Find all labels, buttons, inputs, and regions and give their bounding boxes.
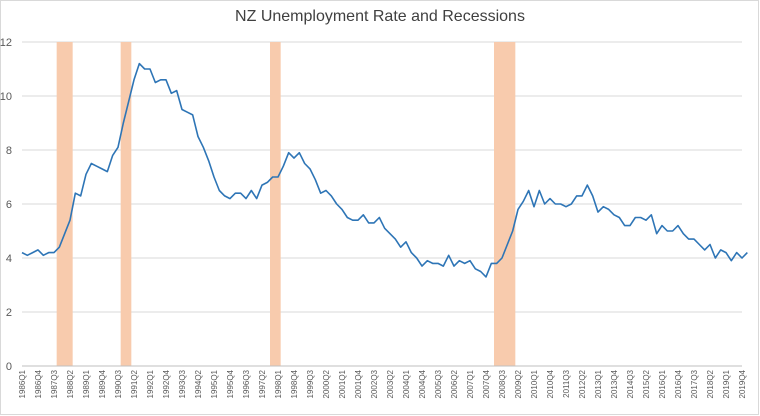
x-tick-label: 2016Q4	[674, 369, 683, 398]
x-tick-label: 2007Q4	[482, 369, 491, 398]
y-tick-label: 0	[6, 361, 12, 373]
x-tick-label: 1994Q2	[194, 369, 203, 398]
unemployment-series-line	[21, 62, 748, 278]
x-tick-label: 2011Q3	[562, 369, 571, 397]
x-tick-label: 1989Q4	[98, 369, 107, 398]
x-tick-label: 2001Q1	[338, 369, 347, 398]
x-tick-label: 2009Q2	[514, 369, 523, 398]
recession-band	[494, 42, 516, 366]
chart-title: NZ Unemployment Rate and Recessions	[235, 8, 525, 25]
x-tick-label: 2000Q2	[322, 369, 331, 398]
x-tick-label: 2003Q2	[386, 369, 395, 398]
y-tick-label: 6	[6, 199, 12, 211]
x-tick-label: 2010Q4	[546, 369, 555, 398]
x-tick-label: 2013Q4	[610, 369, 619, 398]
x-tick-label: 1988Q2	[66, 369, 75, 398]
y-tick-label: 8	[6, 145, 12, 157]
x-tick-label: 1986Q4	[34, 369, 43, 398]
x-tick-label: 2013Q1	[594, 369, 603, 398]
x-tick-label: 1987Q3	[50, 369, 59, 398]
x-tick-label: 2019Q1	[722, 369, 731, 398]
x-tick-label: 2004Q4	[418, 369, 427, 398]
x-tick-label: 2001Q4	[354, 369, 363, 398]
x-tick-label: 1995Q1	[210, 369, 219, 398]
x-tick-label: 2007Q1	[466, 369, 475, 398]
x-tick-label: 2002Q3	[370, 369, 379, 398]
x-tick-label: 1990Q3	[114, 369, 123, 398]
x-tick-label: 2015Q2	[642, 369, 651, 398]
x-tick-label: 1993Q3	[178, 369, 187, 398]
y-tick-label: 12	[0, 37, 12, 49]
x-tick-label: 1992Q1	[146, 369, 155, 398]
x-tick-label: 2004Q1	[402, 369, 411, 398]
x-tick-label: 1989Q1	[82, 369, 91, 398]
x-tick-label: 2018Q2	[706, 369, 715, 398]
x-tick-label: 1998Q1	[274, 369, 283, 398]
x-tick-label: 1996Q3	[242, 369, 251, 398]
recession-band	[120, 42, 132, 366]
x-tick-label: 2014Q3	[626, 369, 635, 398]
x-tick-label: 1997Q2	[258, 369, 267, 398]
x-tick-label: 1999Q3	[306, 369, 315, 398]
x-tick-label: 1986Q1	[18, 369, 27, 398]
x-tick-label: 2019Q4	[738, 369, 747, 398]
recession-band	[56, 42, 73, 366]
recession-band	[270, 42, 281, 366]
y-tick-label: 2	[6, 307, 12, 319]
y-tick-label: 10	[0, 91, 12, 103]
x-tick-label: 2005Q3	[434, 369, 443, 398]
x-tick-label: 2017Q3	[690, 369, 699, 398]
x-tick-label: 2012Q2	[578, 369, 587, 398]
x-tick-label: 1998Q4	[290, 369, 299, 398]
x-tick-label: 2006Q2	[450, 369, 459, 398]
x-tick-label: 1992Q4	[162, 369, 171, 398]
y-tick-label: 4	[6, 253, 12, 265]
x-tick-label: 1995Q4	[226, 369, 235, 398]
x-tick-label: 2008Q3	[498, 369, 507, 398]
x-tick-label: 2010Q1	[530, 369, 539, 398]
x-tick-label: 2016Q1	[658, 369, 667, 398]
x-tick-label: 1991Q2	[130, 369, 139, 398]
